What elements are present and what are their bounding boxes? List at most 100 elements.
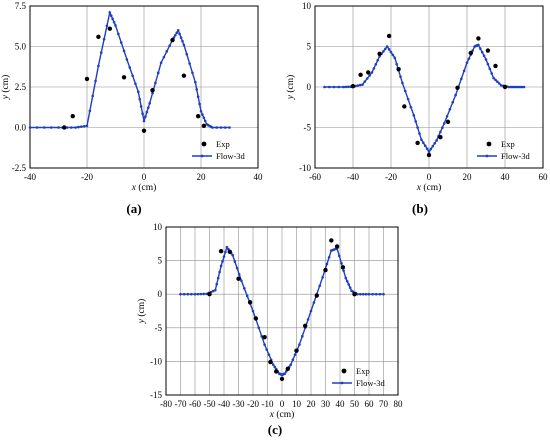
flow-3d-marker [518,85,522,89]
y-tick-label: -15 [150,390,162,400]
x-tick-label: -40 [24,172,36,182]
flow-3d-marker [344,85,348,89]
exp-point [70,113,75,119]
flow-3d-marker [441,126,444,130]
exp-point [415,140,420,146]
plot-frame [29,5,259,169]
exp-point [150,88,155,93]
flow-3d-marker [420,138,423,141]
exp-point [268,359,273,365]
flow-3d-marker [395,62,399,66]
exp-point [84,76,90,82]
flow-3d-marker [448,107,452,111]
exp-point [96,34,101,39]
exp-point [218,248,224,254]
flow-3d-marker [451,100,455,104]
flow-3d-marker [393,56,397,60]
flow-3d-marker [406,97,410,101]
flow-3d-marker [387,48,391,51]
flow-3d-marker [283,372,287,375]
exp-point [253,316,259,321]
flow-3d-marker [429,147,433,151]
flow-3d-marker [131,74,134,77]
x-tick-label: -40 [218,399,230,409]
flow-3d-marker [117,32,120,36]
flow-3d-marker [365,77,369,80]
flow-3d-marker [382,50,385,53]
flow-3d-marker [199,292,203,296]
flow-3d-marker [42,126,46,129]
flow-3d-marker [215,126,218,129]
flow-3d-marker [391,53,395,57]
flow-3d-marker [263,343,266,346]
x-tick-label: 20 [307,399,317,409]
flow-3d-marker [507,85,511,89]
flow-3d-marker [321,276,324,279]
x-tick-label: -40 [347,172,359,182]
flow-3d-marker [356,292,359,296]
flow-3d-marker [465,61,469,64]
flow-3d-marker [272,363,275,367]
flow-3d-marker [260,334,264,338]
flow-3d-marker [385,45,389,48]
y-tick-label: -2.5 [12,163,27,173]
flow-3d-marker [433,141,437,145]
x-tick-label: 10 [292,399,302,409]
flow-3d-marker [85,124,89,128]
flow-3d-marker [368,74,371,77]
flow-3d-marker [462,69,466,73]
exp-point [303,323,308,328]
flow-3d-marker [273,365,277,369]
x-tick-label: 20 [197,172,207,182]
flow-3d-marker [233,260,237,263]
flow-3d-marker [202,292,205,296]
y-axis-label-unit: (cm) [285,75,296,95]
x-tick-label: -70 [175,399,187,409]
flow-3d-marker [199,110,203,113]
x-tick-label: 0 [280,399,285,409]
flow-3d-marker [119,41,123,44]
flow-3d-marker [219,264,223,268]
x-tick-label: -20 [81,172,93,182]
flow-3d-marker [57,126,60,129]
flow-3d-marker [389,50,393,54]
flow-3d-marker [182,43,186,47]
y-tick-label: 0.0 [15,123,27,133]
y-tick-label: 5.0 [15,42,27,52]
legend-flow-3d-label: Flow-3d [216,151,246,161]
x-tick-label: 20 [463,172,473,182]
series-line-flow-3d [30,10,230,129]
flow-3d-marker [517,85,520,89]
flow-3d-marker [431,144,435,148]
exp-point [170,37,175,43]
flow-3d-marker [325,262,329,266]
flow-3d-marker [340,261,343,265]
flow-3d-marker [112,20,116,24]
exp-point [274,369,279,374]
flow-3d-marker [371,292,374,296]
flow-3d-marker [211,126,214,129]
x-tick-label: 70 [379,399,389,409]
flow-3d-marker [105,24,109,28]
exp-point [279,376,285,382]
flow-3d-marker [144,115,147,118]
flow-3d-marker [374,63,378,66]
flow-3d-marker [235,266,239,270]
exp-point [323,267,328,273]
flow-3d-marker [323,85,326,89]
x-axis-label-unit: (cm) [136,182,156,193]
x-axis-label-unit: (cm) [274,409,294,420]
exp-point [329,238,334,243]
exp-point [358,72,363,78]
flow-3d-marker [312,301,316,304]
flow-3d-marker [125,58,129,61]
exp-point [366,70,371,75]
flow-3d-marker [108,11,112,14]
flow-3d-marker [477,43,480,47]
flow-3d-marker [196,292,200,296]
flow-3d-marker [190,292,193,296]
exp-point [285,366,290,371]
flow-3d-marker [159,61,163,64]
flow-3d-marker [134,82,137,86]
